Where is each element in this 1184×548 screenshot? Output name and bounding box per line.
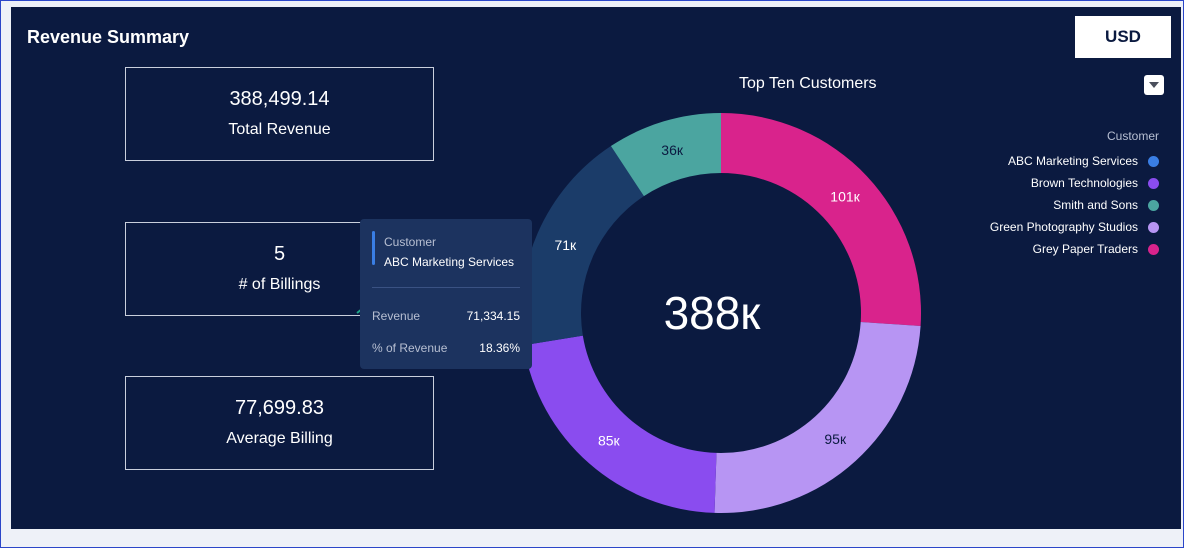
legend-label: Green Photography Studios [989, 220, 1138, 234]
donut-slice-smith-and-sons[interactable] [610, 113, 721, 197]
legend-swatch [1148, 155, 1159, 167]
tooltip-revenue-label: Revenue [372, 309, 421, 323]
chevron-down-icon [1149, 82, 1159, 88]
total-revenue-card: 388,499.14 Total Revenue [125, 67, 434, 161]
donut-slice-brown-technologies[interactable] [523, 335, 717, 513]
tooltip-accent-bar [372, 231, 375, 265]
average-billing-card: 77,699.83 Average Billing [125, 376, 434, 470]
chart-title: Top Ten Customers [739, 75, 877, 92]
donut-slice-abc-marketing-services[interactable] [521, 146, 644, 346]
currency-button[interactable]: USD [1075, 16, 1171, 58]
slice-value-label: 85к [598, 433, 621, 449]
slice-value-label: 101к [830, 189, 860, 205]
donut-chart: 101к 95к 85к 71к 36к 388к [356, 113, 921, 513]
tooltip: Customer ABC Marketing Services Revenue … [360, 219, 532, 369]
page-title: Revenue Summary [27, 27, 190, 47]
legend-swatch [1148, 199, 1159, 211]
tooltip-pct-label: % of Revenue [372, 341, 448, 355]
legend-swatch [1148, 243, 1159, 255]
legend-item-abc-marketing[interactable]: ABC Marketing Services [1008, 153, 1159, 169]
total-revenue-value: 388,499.14 [229, 88, 330, 110]
legend-item-grey-paper-traders[interactable]: Grey Paper Traders [1033, 241, 1159, 257]
legend-label: Smith and Sons [1053, 198, 1138, 212]
legend-item-brown-technologies[interactable]: Brown Technologies [1031, 175, 1159, 191]
average-billing-label: Average Billing [226, 430, 333, 447]
tooltip-divider [372, 287, 520, 288]
chart-options-dropdown[interactable] [1144, 75, 1164, 95]
billings-count-value: 5 [273, 243, 286, 265]
billings-count-card: 5 # of Billings [125, 222, 434, 316]
center-total-label: 388к [664, 287, 762, 339]
average-billing-value: 77,699.83 [235, 397, 324, 419]
billings-count-label: # of Billings [238, 276, 321, 293]
legend-item-green-photography[interactable]: Green Photography Studios [990, 219, 1159, 235]
donut-slice-grey-paper-traders[interactable] [721, 113, 921, 326]
tooltip-customer: ABC Marketing Services [384, 255, 515, 269]
legend-label: Brown Technologies [1030, 176, 1138, 190]
legend-label: Grey Paper Traders [1032, 242, 1138, 256]
tooltip-heading: Customer [384, 235, 437, 249]
legend-swatch [1148, 177, 1159, 189]
tooltip-pct-value: 18.36% [479, 341, 520, 355]
donut-slice-green-photography-studios[interactable] [714, 322, 921, 513]
slice-value-label: 36к [661, 142, 684, 158]
legend-item-smith-and-sons[interactable]: Smith and Sons [1053, 197, 1159, 213]
legend-swatch [1148, 221, 1159, 233]
slice-value-label: 71к [554, 237, 577, 253]
legend-title: Customer [1107, 129, 1160, 143]
revenue-summary-panel: Revenue Summary USD 388,499.14 Total Rev… [11, 7, 1181, 529]
slice-value-label: 95к [824, 431, 847, 447]
total-revenue-label: Total Revenue [228, 121, 331, 138]
tooltip-revenue-value: 71,334.15 [466, 309, 520, 323]
legend-label: ABC Marketing Services [1007, 154, 1138, 168]
